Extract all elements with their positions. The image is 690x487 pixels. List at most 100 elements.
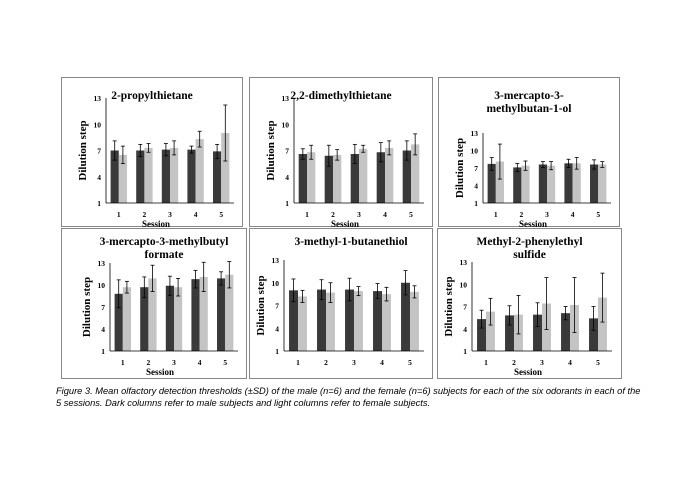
male-bar	[345, 289, 354, 351]
y-axis-label: Dilution step	[255, 275, 267, 335]
y-tick-label: 7	[101, 303, 105, 312]
y-tick-label: 10	[94, 120, 102, 129]
x-tick-label: 2	[147, 358, 151, 367]
male-bar	[373, 291, 382, 351]
female-bar	[170, 147, 179, 203]
male-bar	[165, 285, 174, 351]
male-bar	[217, 278, 226, 351]
x-tick-label: 2	[520, 210, 524, 219]
male-bar	[213, 151, 222, 203]
x-tick-label: 5	[409, 210, 413, 219]
x-tick-label: 3	[168, 210, 172, 219]
male-bar	[187, 149, 196, 203]
x-tick-label: 1	[117, 210, 121, 219]
y-tick-label: 7	[474, 164, 478, 173]
x-tick-label: 1	[121, 358, 125, 367]
y-tick-label: 7	[97, 147, 101, 156]
x-tick-label: 4	[198, 358, 202, 367]
x-tick-label: 1	[305, 210, 309, 219]
female-bar	[354, 291, 363, 351]
male-bar	[191, 279, 200, 351]
y-axis-label: Dilution step	[454, 138, 466, 198]
x-tick-label: 3	[540, 358, 544, 367]
chart-panel-6: Methyl-2-phenylethyl sulfide 1 4 7 10 13 1 2 3 4…	[437, 228, 622, 379]
y-tick-label: 4	[101, 325, 105, 334]
male-bar	[513, 167, 522, 203]
y-tick-label: 1	[97, 199, 101, 208]
x-axis-label: Session	[142, 219, 170, 228]
female-bar	[195, 139, 204, 203]
y-tick-label: 4	[285, 173, 289, 182]
y-tick-label: 13	[98, 259, 106, 268]
female-bar	[547, 165, 556, 203]
female-bar	[307, 152, 316, 203]
x-tick-label: 5	[408, 358, 412, 367]
bar-chart: 1 4 7 10 13 1 2 3 4 5 Dilution step Session	[443, 258, 612, 377]
x-axis-label: Session	[519, 219, 547, 228]
male-bar	[538, 164, 547, 203]
female-bar	[382, 294, 391, 351]
bar-chart: 1 4 7 10 13 1 2 3 4 5 Dilution step	[255, 256, 424, 367]
male-bar	[114, 293, 123, 351]
male-bar	[140, 287, 149, 351]
y-tick-label: 1	[285, 199, 289, 208]
figure-caption: Figure 3. Mean olfactory detection thres…	[56, 386, 641, 408]
female-bar	[598, 164, 607, 203]
female-bar	[598, 297, 607, 351]
x-tick-label: 2	[324, 358, 328, 367]
x-tick-label: 4	[380, 358, 384, 367]
x-tick-label: 2	[331, 210, 335, 219]
y-tick-label: 4	[97, 173, 101, 182]
chart-title: 2,2-dimethylthietane	[290, 90, 392, 102]
female-bar	[199, 276, 208, 351]
x-tick-label: 2	[512, 358, 516, 367]
female-bar	[122, 287, 131, 351]
y-tick-label: 4	[463, 325, 467, 334]
female-bar	[359, 148, 368, 203]
y-tick-label: 4	[474, 182, 478, 191]
female-bar	[225, 274, 234, 351]
female-bar	[221, 133, 230, 203]
female-bar	[326, 292, 335, 351]
male-bar	[589, 318, 598, 351]
male-bar	[402, 150, 411, 203]
x-tick-label: 3	[172, 358, 176, 367]
male-bar	[110, 150, 119, 203]
female-bar	[486, 311, 495, 351]
female-bar	[385, 147, 394, 203]
male-bar	[505, 315, 514, 351]
x-tick-label: 5	[596, 210, 600, 219]
x-tick-label: 1	[494, 210, 498, 219]
female-bar	[148, 278, 157, 351]
x-tick-label: 5	[223, 358, 227, 367]
female-bar	[118, 154, 127, 203]
female-bar	[144, 147, 153, 203]
x-tick-label: 3	[352, 358, 356, 367]
male-bar	[289, 290, 298, 351]
y-axis-label: Dilution step	[443, 276, 455, 336]
bar-chart: 1 4 7 10 13 1 2 3 4 5 Dilution step Session	[81, 259, 238, 377]
male-bar	[487, 163, 496, 203]
x-axis-label: Session	[514, 367, 542, 377]
male-bar	[533, 314, 542, 351]
chart-panel-5: 3-methyl-1-butanethiol 1 4 7 10 13 1 2 3 4 5 Dilut…	[249, 228, 433, 379]
male-bar	[298, 154, 307, 203]
chart-panel-4: 3-mercapto-3-methylbutyl formate 1 4 7 10 13…	[61, 228, 247, 379]
x-axis-label: Session	[146, 367, 174, 377]
male-bar	[564, 163, 573, 203]
y-tick-label: 13	[272, 256, 280, 265]
male-bar	[350, 154, 359, 203]
chart-panel-2: 2,2-dimethylthietane 1 4 7 10 13 1 2 3 4 5 Dilutio…	[249, 77, 433, 228]
y-tick-label: 10	[460, 280, 468, 289]
y-tick-label: 7	[285, 147, 289, 156]
y-tick-label: 13	[282, 94, 290, 103]
x-tick-label: 3	[545, 210, 549, 219]
y-tick-label: 7	[275, 302, 279, 311]
male-bar	[590, 164, 599, 203]
male-bar	[324, 155, 333, 203]
x-tick-label: 4	[571, 210, 575, 219]
y-tick-label: 1	[101, 347, 105, 356]
y-tick-label: 13	[460, 258, 468, 267]
female-bar	[572, 163, 581, 203]
female-bar	[410, 291, 419, 351]
